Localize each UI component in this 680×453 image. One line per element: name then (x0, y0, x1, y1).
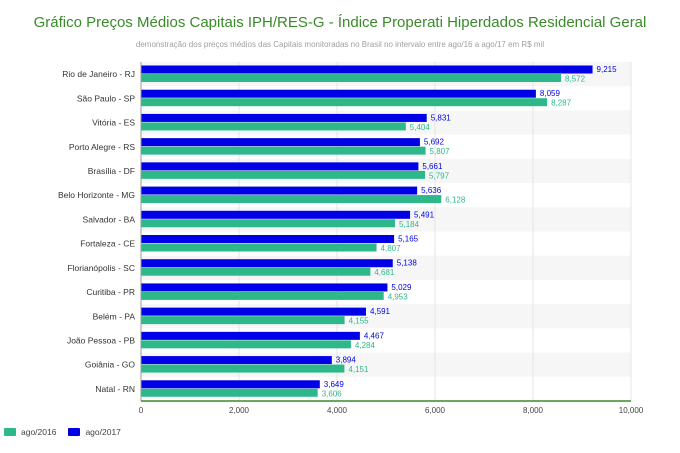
data-label-ago2016: 4,953 (388, 292, 409, 301)
category-label: Rio de Janeiro - RJ (62, 69, 135, 79)
bar-ago2017 (141, 356, 332, 365)
data-label-ago2016: 6,128 (445, 196, 466, 205)
bar-ago2017 (141, 307, 366, 316)
category-label: João Pessoa - PB (67, 335, 135, 345)
category-label: Belo Horizonte - MG (58, 190, 135, 200)
data-label-ago2017: 3,649 (324, 380, 345, 389)
data-label-ago2016: 4,681 (374, 268, 395, 277)
legend-label: ago/2017 (85, 427, 121, 437)
category-label: Vitória - ES (92, 118, 135, 128)
bar-ago2017 (141, 186, 418, 195)
data-label-ago2016: 4,284 (355, 341, 376, 350)
x-tick-label: 4,000 (327, 406, 348, 415)
category-label: Brasília - DF (88, 166, 135, 176)
data-label-ago2016: 5,184 (399, 220, 420, 229)
category-label: Salvador - BA (83, 214, 136, 224)
category-label: Curitiba - PR (86, 287, 135, 297)
data-label-ago2017: 9,215 (597, 65, 618, 74)
bar-ago2017 (141, 380, 320, 389)
data-label-ago2017: 5,491 (414, 210, 435, 219)
data-label-ago2017: 5,029 (391, 283, 412, 292)
data-label-ago2017: 5,165 (398, 235, 419, 244)
bar-ago2016 (141, 291, 384, 300)
bar-ago2017 (141, 65, 593, 74)
legend: ago/2016 ago/2017 (4, 427, 121, 437)
legend-label: ago/2016 (21, 427, 57, 437)
category-label: Belém - PA (93, 311, 136, 321)
data-label-ago2016: 8,572 (565, 75, 586, 84)
bar-ago2017 (141, 259, 393, 268)
category-label: Goiânia - GO (85, 360, 135, 370)
data-label-ago2016: 3,606 (322, 389, 343, 398)
bar-ago2016 (141, 243, 377, 252)
bar-ago2016 (141, 195, 442, 204)
data-label-ago2016: 5,404 (410, 123, 431, 132)
data-label-ago2017: 5,661 (422, 162, 443, 171)
bar-ago2017 (141, 331, 360, 340)
bar-ago2016 (141, 267, 371, 276)
x-tick-label: 6,000 (425, 406, 446, 415)
data-label-ago2017: 4,467 (364, 331, 385, 340)
data-label-ago2016: 5,807 (430, 147, 451, 156)
bar-ago2016 (141, 98, 548, 107)
data-label-ago2016: 8,287 (551, 99, 572, 108)
bar-ago2017 (141, 235, 395, 243)
bar-ago2017 (141, 210, 411, 219)
bar-ago2016 (141, 122, 406, 131)
bar-ago2017 (141, 162, 419, 171)
legend-item-ago2016[interactable]: ago/2016 (4, 427, 56, 437)
legend-swatch (4, 428, 16, 436)
category-label: São Paulo - SP (77, 93, 135, 103)
legend-swatch (68, 428, 81, 436)
data-label-ago2017: 5,831 (431, 113, 452, 122)
data-label-ago2017: 5,138 (397, 259, 418, 268)
chart-subtitle: demonstração dos preços médios das Capit… (135, 40, 545, 49)
bar-ago2017 (141, 89, 536, 98)
category-label: Florianópolis - SC (67, 263, 135, 273)
data-label-ago2017: 5,636 (421, 186, 442, 195)
category-label: Fortaleza - CE (80, 239, 135, 249)
data-label-ago2017: 3,894 (336, 356, 357, 365)
chart-title: Gráfico Preços Médios Capitais IPH/RES-G… (33, 14, 647, 31)
data-label-ago2016: 4,807 (381, 244, 402, 253)
data-label-ago2016: 4,151 (348, 365, 369, 374)
bar-ago2016 (141, 219, 396, 228)
data-label-ago2017: 4,591 (370, 307, 391, 316)
bar-ago2016 (141, 146, 426, 155)
data-label-ago2017: 8,059 (540, 89, 561, 98)
bar-ago2017 (141, 283, 388, 292)
data-label-ago2017: 5,692 (424, 138, 445, 147)
bar-ago2016 (141, 364, 345, 373)
bar-ago2016 (141, 74, 562, 82)
bar-ago2017 (141, 138, 420, 147)
bar-ago2016 (141, 340, 351, 349)
x-tick-label: 10,000 (619, 406, 644, 415)
legend-item-ago2017[interactable]: ago/2017 (68, 427, 121, 437)
category-label: Porto Alegre - RS (69, 142, 135, 152)
data-label-ago2016: 5,797 (429, 171, 450, 180)
bar-ago2016 (141, 170, 426, 179)
x-tick-label: 8,000 (523, 406, 544, 415)
bar-ago2016 (141, 388, 318, 397)
category-label: Natal - RN (95, 384, 135, 394)
bar-ago2017 (141, 113, 427, 122)
x-tick-label: 2,000 (229, 406, 250, 415)
data-label-ago2016: 4,155 (349, 317, 370, 326)
x-tick-label: 0 (139, 406, 144, 415)
bar-ago2016 (141, 316, 345, 325)
